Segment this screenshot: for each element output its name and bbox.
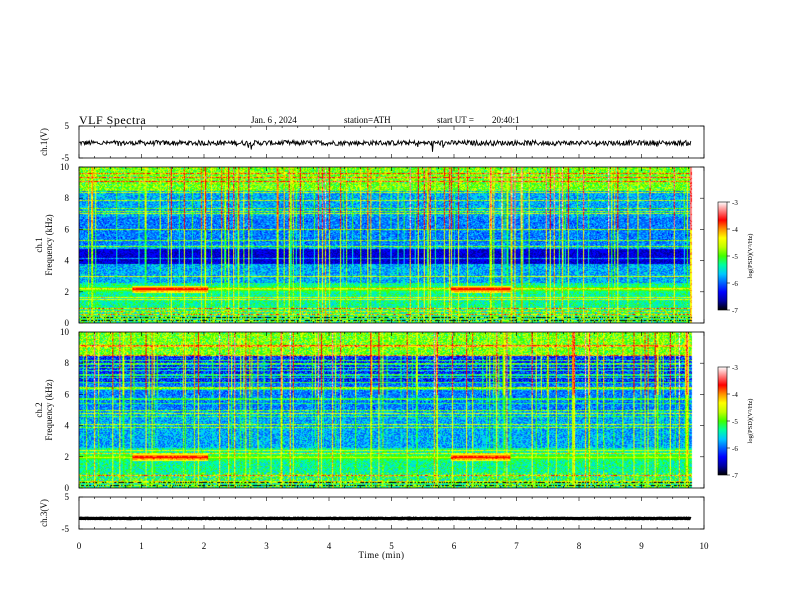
ch2-spectrogram-ylabel: ch.2 Frequency (kHz) <box>34 379 54 440</box>
colorbar-tick-label: -7 <box>732 472 738 480</box>
x-tick-label: 3 <box>264 541 269 551</box>
y-tick-label: 2 <box>65 287 70 297</box>
colorbar-scale <box>717 366 728 476</box>
ch1-waveform-series <box>78 138 692 152</box>
x-axis: 0 1 2 3 4 5 6 7 8 9 10 Time (min) <box>77 541 709 560</box>
waveform-trace <box>78 138 692 152</box>
y-ticks: 5 -5 <box>62 492 704 534</box>
x-tick-label: 8 <box>577 541 582 551</box>
colorbar-tick-label: -5 <box>732 418 738 426</box>
colorbar-label: log(PSD)(V²/Hz) <box>747 234 754 279</box>
x-tick-label: 5 <box>389 541 394 551</box>
y-ticks: 0 2 4 6 8 10 <box>60 327 704 493</box>
y-tick-label: 0 <box>65 483 70 493</box>
colorbar-tick-label: -4 <box>732 391 738 399</box>
ch1-colorbar: -3 -4 -5 -6 -7 log(PSD)(V²/Hz) <box>717 199 754 315</box>
y-tick-label: -5 <box>62 524 70 534</box>
ch3-waveform-ylabel: ch.3(V) <box>39 499 49 527</box>
spectrogram-image <box>79 167 704 323</box>
x-minor-ticks <box>78 167 705 323</box>
x-tick-label: 2 <box>202 541 207 551</box>
start-time-label: start UT = <box>437 115 474 125</box>
chart-title: VLF Spectra <box>79 113 147 127</box>
ch1-spectrogram-series <box>79 167 704 323</box>
y-tick-label: -5 <box>62 153 70 163</box>
y-tick-label: 2 <box>65 452 70 462</box>
y-tick-label: 4 <box>65 256 70 266</box>
x-tick-label: 7 <box>514 541 519 551</box>
x-axis-label: Time (min) <box>359 550 405 560</box>
colorbar-tick-label: -3 <box>732 199 738 207</box>
y-tick-label: 10 <box>60 162 70 172</box>
x-tick-label: 9 <box>639 541 644 551</box>
ch2-colorbar: -3 -4 -5 -6 -7 log(PSD)(V²/Hz) <box>717 364 754 480</box>
x-minor-ticks <box>78 126 705 158</box>
y-axis-label: ch.2 <box>34 402 44 417</box>
y-tick-label: 5 <box>65 121 70 131</box>
colorbar-tick-label: -6 <box>732 280 738 288</box>
spectrogram-image <box>79 332 704 488</box>
y-axis-label: Frequency (kHz) <box>44 214 54 275</box>
x-tick-label: 4 <box>327 541 332 551</box>
ch3-waveform-frame <box>78 496 705 530</box>
colorbar-tick-label: -6 <box>732 445 738 453</box>
x-tick-label: 10 <box>700 541 710 551</box>
ch1-waveform-ylabel: ch.1(V) <box>39 128 49 156</box>
y-axis-label: ch.1(V) <box>39 128 49 156</box>
waveform-trace <box>78 516 692 521</box>
y-ticks: 5 -5 <box>62 121 704 163</box>
colorbar-tick-label: -4 <box>732 226 738 234</box>
y-ticks: 0 2 4 6 8 10 <box>60 162 704 328</box>
x-tick-label: 0 <box>77 541 82 551</box>
start-time-value: 20:40:1 <box>492 115 520 125</box>
x-tick-label: 6 <box>452 541 457 551</box>
y-axis-label: ch.1 <box>34 237 44 252</box>
x-tick-label: 1 <box>139 541 144 551</box>
y-tick-label: 10 <box>60 327 70 337</box>
x-minor-ticks <box>78 497 705 529</box>
colorbar-tick-label: -7 <box>732 307 738 315</box>
colorbar-label: log(PSD)(V²/Hz) <box>747 399 754 444</box>
recording-date: Jan. 6 , 2024 <box>251 115 297 125</box>
y-tick-label: 0 <box>65 318 70 328</box>
ch1-spectrogram-ylabel: ch.1 Frequency (kHz) <box>34 214 54 275</box>
ch3-waveform-series <box>78 516 692 521</box>
ch2-spectrogram-series <box>79 332 704 488</box>
y-tick-label: 8 <box>65 358 70 368</box>
y-tick-label: 5 <box>65 492 70 502</box>
y-tick-label: 8 <box>65 193 70 203</box>
y-axis-label: ch.3(V) <box>39 499 49 527</box>
station-label: station=ATH <box>344 115 391 125</box>
x-minor-ticks <box>78 332 705 488</box>
y-tick-label: 6 <box>65 224 70 234</box>
colorbar-tick-label: -3 <box>732 364 738 372</box>
colorbar-scale <box>717 201 728 311</box>
y-tick-label: 4 <box>65 421 70 431</box>
y-tick-label: 6 <box>65 389 70 399</box>
y-axis-label: Frequency (kHz) <box>44 379 54 440</box>
colorbar-tick-label: -5 <box>732 253 738 261</box>
